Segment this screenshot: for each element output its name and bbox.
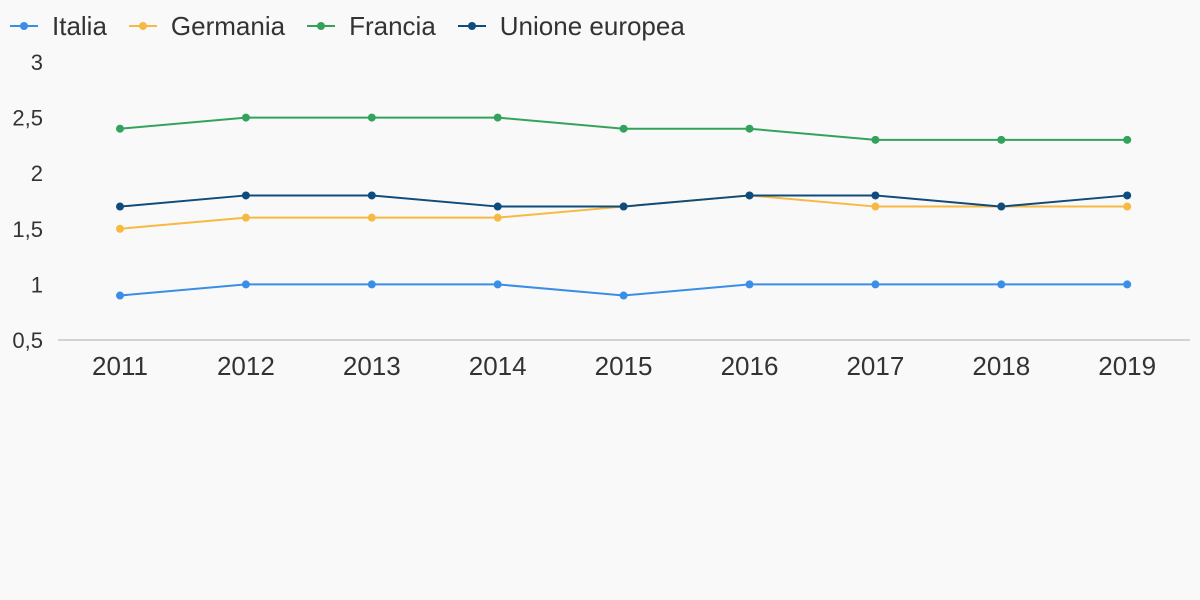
x-tick-label: 2017 — [846, 351, 904, 381]
x-axis-ticks: 2011 2012 2013 2014 2015 2016 2017 2018 2019 — [92, 351, 1156, 381]
legend-label: Unione europea — [499, 10, 685, 41]
data-point[interactable] — [619, 124, 628, 133]
y-tick-label: 1 — [31, 272, 43, 297]
data-point[interactable] — [1123, 202, 1132, 211]
legend-marker-icon — [10, 22, 38, 30]
data-point[interactable] — [241, 113, 250, 122]
x-tick-label: 2018 — [972, 351, 1030, 381]
data-point[interactable] — [1123, 135, 1132, 144]
data-point[interactable] — [116, 291, 124, 300]
x-tick-label: 2013 — [343, 351, 401, 381]
x-tick-label: 2014 — [469, 351, 527, 381]
data-point[interactable] — [493, 280, 502, 289]
data-point[interactable] — [745, 124, 754, 133]
series-unione-europea — [116, 191, 1132, 211]
legend: Italia Germania Francia Unione europea — [10, 8, 685, 44]
data-point[interactable] — [493, 113, 502, 122]
data-point[interactable] — [871, 280, 880, 289]
legend-item-francia[interactable]: Francia — [307, 11, 436, 42]
series-francia — [116, 113, 1132, 144]
y-axis-ticks: 0,5 1 1,5 2 2,5 3 — [12, 50, 43, 353]
data-point[interactable] — [745, 191, 754, 200]
legend-marker-icon — [457, 22, 486, 30]
data-point[interactable] — [116, 202, 124, 211]
legend-marker-icon — [128, 22, 157, 30]
y-tick-label: 1,5 — [12, 217, 43, 242]
data-point[interactable] — [367, 280, 376, 289]
data-point[interactable] — [997, 135, 1006, 144]
data-point[interactable] — [871, 135, 880, 144]
legend-marker-icon — [307, 22, 336, 30]
x-tick-label: 2012 — [217, 351, 275, 381]
data-point[interactable] — [871, 191, 880, 200]
series-layer — [116, 113, 1132, 300]
legend-label: Italia — [52, 10, 107, 41]
data-point[interactable] — [619, 291, 628, 300]
series-germania — [116, 191, 1132, 233]
data-point[interactable] — [997, 202, 1006, 211]
legend-label: Germania — [170, 10, 286, 41]
data-point[interactable] — [493, 202, 502, 211]
series-line — [119, 194, 1128, 230]
data-point[interactable] — [745, 280, 754, 289]
y-tick-label: 2 — [31, 161, 43, 186]
x-tick-label: 2011 — [92, 351, 148, 381]
data-point[interactable] — [367, 213, 376, 222]
data-point[interactable] — [241, 280, 250, 289]
x-tick-label: 2016 — [721, 351, 779, 381]
data-point[interactable] — [1123, 280, 1132, 289]
legend-label: Francia — [349, 10, 436, 41]
data-point[interactable] — [1123, 191, 1132, 200]
data-point[interactable] — [116, 224, 124, 233]
y-tick-label: 2,5 — [12, 106, 43, 131]
data-point[interactable] — [493, 213, 502, 222]
legend-item-germania[interactable]: Germania — [128, 10, 286, 42]
data-point[interactable] — [241, 213, 250, 222]
series-italia — [116, 280, 1132, 300]
data-point[interactable] — [241, 191, 250, 200]
y-tick-label: 0,5 — [12, 328, 43, 353]
legend-item-italia[interactable]: Italia — [10, 11, 107, 42]
y-tick-label: 3 — [31, 50, 43, 75]
data-point[interactable] — [997, 280, 1006, 289]
data-point[interactable] — [367, 113, 376, 122]
x-tick-label: 2015 — [595, 351, 653, 381]
data-point[interactable] — [116, 124, 124, 133]
legend-item-unione-europea[interactable]: Unione europea — [457, 10, 685, 42]
x-tick-label: 2019 — [1098, 351, 1156, 381]
data-point[interactable] — [619, 202, 628, 211]
data-point[interactable] — [871, 202, 880, 211]
data-point[interactable] — [367, 191, 376, 200]
